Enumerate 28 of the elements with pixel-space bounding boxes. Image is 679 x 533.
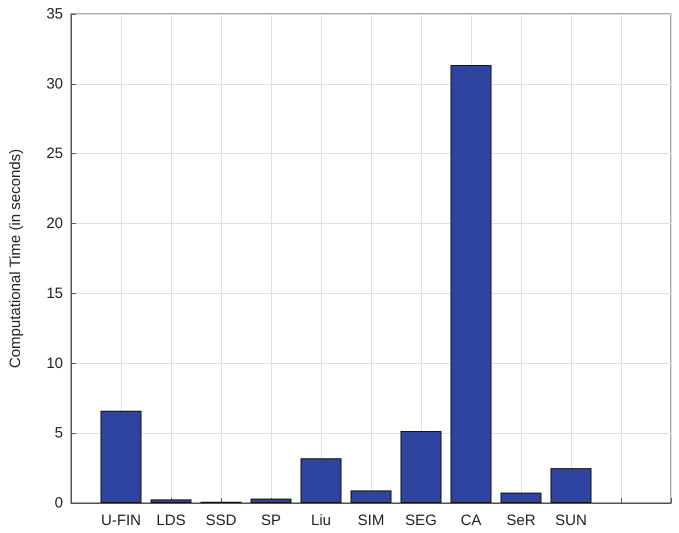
bar [300,458,342,503]
bar [400,431,442,503]
y-tick-label: 25 [46,145,63,162]
y-tick-label: 20 [46,215,63,232]
y-axis-title: Computational Time (in seconds) [7,148,24,368]
y-tick-label: 10 [46,354,63,372]
bar [450,64,492,503]
bar [250,498,292,503]
bar [500,492,542,503]
bar [100,410,142,503]
x-tick-label: CA [460,512,482,529]
x-tick-label: SP [260,512,282,529]
x-tick-label: SIM [358,512,384,529]
y-tick-label: 0 [54,494,63,512]
x-tick-label: LDS [156,512,186,529]
x-tick-label: U-FIN [101,512,141,529]
bar [150,499,192,503]
y-tick-label: 5 [54,424,63,442]
y-tick-label: 30 [46,75,63,92]
x-tick-label: Liu [310,512,332,529]
x-tick-label: SSD [206,512,237,529]
y-tick-label: 15 [46,284,63,302]
x-tick-label: SeR [506,512,536,529]
bar [350,490,392,503]
x-tick-label: SUN [555,512,587,529]
bar [550,468,592,503]
y-tick-label: 35 [46,6,63,22]
x-tick-label: SEG [405,512,437,529]
